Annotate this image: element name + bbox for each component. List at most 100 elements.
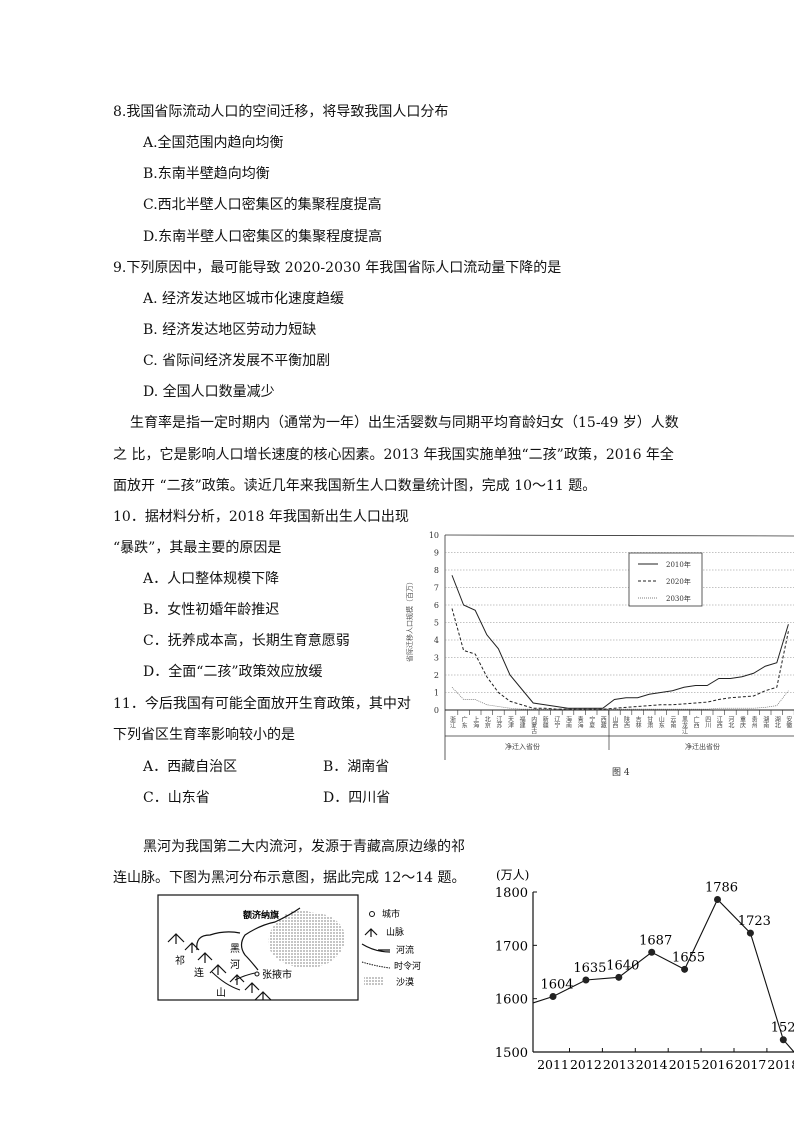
x-tick-label: 福建 (518, 715, 525, 729)
x-tick-label: 新疆 (541, 715, 548, 729)
city-icon (254, 971, 260, 977)
legend-river: 河流 (396, 944, 414, 956)
legend-2020: 2020年 (666, 577, 691, 586)
q9-option-b: B. 经济发达地区劳动力短缺 (143, 322, 317, 338)
x-tick-label: 湖北 (773, 715, 780, 729)
legend-seasonal-river: 时令河 (394, 960, 421, 972)
x-tick-label: 辽宁 (553, 715, 560, 728)
x-tick-label: 甘肃 (646, 715, 653, 729)
y-tick-label: 8 (434, 566, 439, 575)
map-legend: 城市 山脉 河流 时令河 沙漠 (361, 908, 421, 988)
map-label-ejina: 额济纳旗 (243, 909, 279, 921)
y-tick-label: 9 (434, 549, 439, 558)
data-label: 1640 (606, 958, 639, 973)
y-tick-label: 0 (434, 706, 439, 715)
passage1-line: 生育率是指一定时期内（通常为一年）出生活婴数与同期平均育龄妇女（15-49 岁）… (130, 415, 679, 431)
mountain-icon (364, 928, 378, 937)
map-label-zhangye: 张掖市 (262, 968, 292, 981)
q9-option-c: C. 省际间经济发展不平衡加剧 (143, 353, 331, 369)
births-line (532, 898, 794, 1053)
q10-stem: 10．据材料分析，2018 年我国新出生人口出现 (113, 509, 409, 525)
y-tick-label: 2 (434, 671, 439, 680)
q10-option-c: C．抚养成本高，长期生育意愿弱 (143, 633, 350, 649)
map-label-he: 河 (230, 959, 240, 971)
desert-icon (364, 977, 384, 986)
series-line-2030年 (451, 687, 789, 710)
legend-2010: 2010年 (666, 560, 691, 569)
q8-option-a: A.全国范围内趋向均衡 (143, 135, 284, 151)
x-tick-label: 山西 (611, 715, 618, 729)
x-tick-label: 广西 (692, 715, 699, 729)
series-line-2010年 (451, 575, 789, 709)
data-point (582, 976, 590, 984)
data-point (746, 929, 754, 937)
data-label: 1723 (738, 914, 771, 929)
x-tick-label: 贵州 (750, 715, 757, 728)
x-tick-label: 山东 (657, 715, 664, 728)
x-tick-label: 四川 (704, 716, 711, 728)
births-yunit: (万人) (496, 868, 529, 882)
x-tick-label: 2011 (537, 1057, 569, 1072)
q10-option-a: A．人口整体规模下降 (143, 571, 280, 587)
data-point (714, 895, 721, 903)
x-tick-label: 天津 (507, 716, 514, 729)
x-tick-label: 重庆 (739, 715, 746, 729)
y-tick-label: 7 (434, 584, 439, 593)
data-point (648, 948, 656, 956)
figure4-ylabel: 省际迁移人口规模（百万） (405, 578, 414, 662)
x-tick-label: 河北 (727, 715, 734, 729)
data-point (549, 993, 557, 1001)
passage2-line: 连山脉。下图为黑河分布示意图，据此完成 12～14 题。 (113, 870, 466, 886)
q10-option-b: B．女性初婚年龄推迟 (143, 602, 280, 618)
x-tick-label: 2013 (603, 1057, 635, 1072)
x-tick-label: 吉林 (634, 716, 641, 729)
q11-option-a: A．西藏自治区 (143, 759, 238, 775)
x-tick-label: 陕西 (623, 715, 630, 729)
x-tick-label: 广东 (460, 715, 467, 728)
x-tick-label: 黑龙江 (681, 716, 688, 735)
heihe-map: 额济纳旗 黑 河 祁 连 山 张掖市 城市 山脉 河流 时令河 沙漠 (157, 894, 421, 1001)
y-tick-label: 1 (434, 689, 439, 698)
mountain-icon (167, 933, 272, 1001)
y-tick-label: 6 (434, 601, 439, 610)
q11-option-d: D．四川省 (323, 790, 391, 806)
x-tick-label: 北京 (483, 715, 490, 729)
y-tick-label: 1800 (495, 886, 528, 901)
q8-option-c: C.西北半壁人口密集区的集聚程度提高 (143, 197, 382, 213)
data-point (615, 973, 623, 981)
passage1-line: 之 比，它是影响人口增长速度的核心因素。2013 年我国实施单独“二孩”政策，2… (113, 447, 674, 463)
legend-2030: 2030年 (666, 594, 691, 603)
data-label: 1635 (573, 961, 606, 976)
q10-stem: “暴跌”，其最主要的原因是 (113, 540, 282, 556)
x-tick-label: 江西 (715, 716, 722, 729)
x-tick-label: 西藏 (599, 716, 606, 729)
data-label: 1604 (540, 978, 573, 993)
q8-option-b: B.东南半壁趋向均衡 (143, 166, 270, 182)
data-label: 1687 (639, 933, 672, 948)
data-label: 1786 (705, 880, 738, 895)
x-tick-label: 2016 (702, 1057, 734, 1072)
passage2-line: 黑河为我国第二大内流河，发源于青藏高原边缘的祁 (143, 839, 465, 855)
x-tick-label: 2014 (636, 1057, 668, 1072)
x-tick-label: 2018 (767, 1057, 794, 1072)
figure4-legend: 2010年 2020年 2030年 (628, 552, 703, 607)
map-label-shan: 山 (216, 987, 226, 999)
q11-stem: 下列省区生育率影响较小的是 (113, 727, 295, 743)
y-tick-label: 1700 (495, 939, 528, 954)
passage1-line: 面放开 “二孩”政策。读近几年来我国新生人口数量统计图，完成 10～11 题。 (113, 478, 597, 494)
top-border (444, 534, 794, 537)
q8-option-d: D.东南半壁人口密集区的集聚程度提高 (143, 229, 383, 245)
map-label-qi: 祁 (175, 954, 185, 967)
q8-stem: 8.我国省际流动人口的空间迁移，将导致我国人口分布 (113, 104, 449, 120)
y-tick-label: 1600 (495, 993, 528, 1008)
x-tick-label: 上海 (472, 715, 479, 729)
legend-desert: 沙漠 (396, 977, 414, 988)
series-line-2020年 (451, 608, 789, 710)
x-tick-label: 宁夏 (588, 715, 595, 728)
data-label: 1523 (771, 1021, 794, 1036)
x-tick-label: 湖南 (762, 715, 769, 728)
heihe-river (240, 907, 301, 971)
river-icon (361, 943, 391, 953)
figure4-migration-chart: 0 1 2 3 4 5 6 7 8 9 10 浙江 广东 上海 北京 江苏 天津 福建 内蒙古 新疆 辽宁 海南 青海 宁夏… (405, 531, 794, 778)
